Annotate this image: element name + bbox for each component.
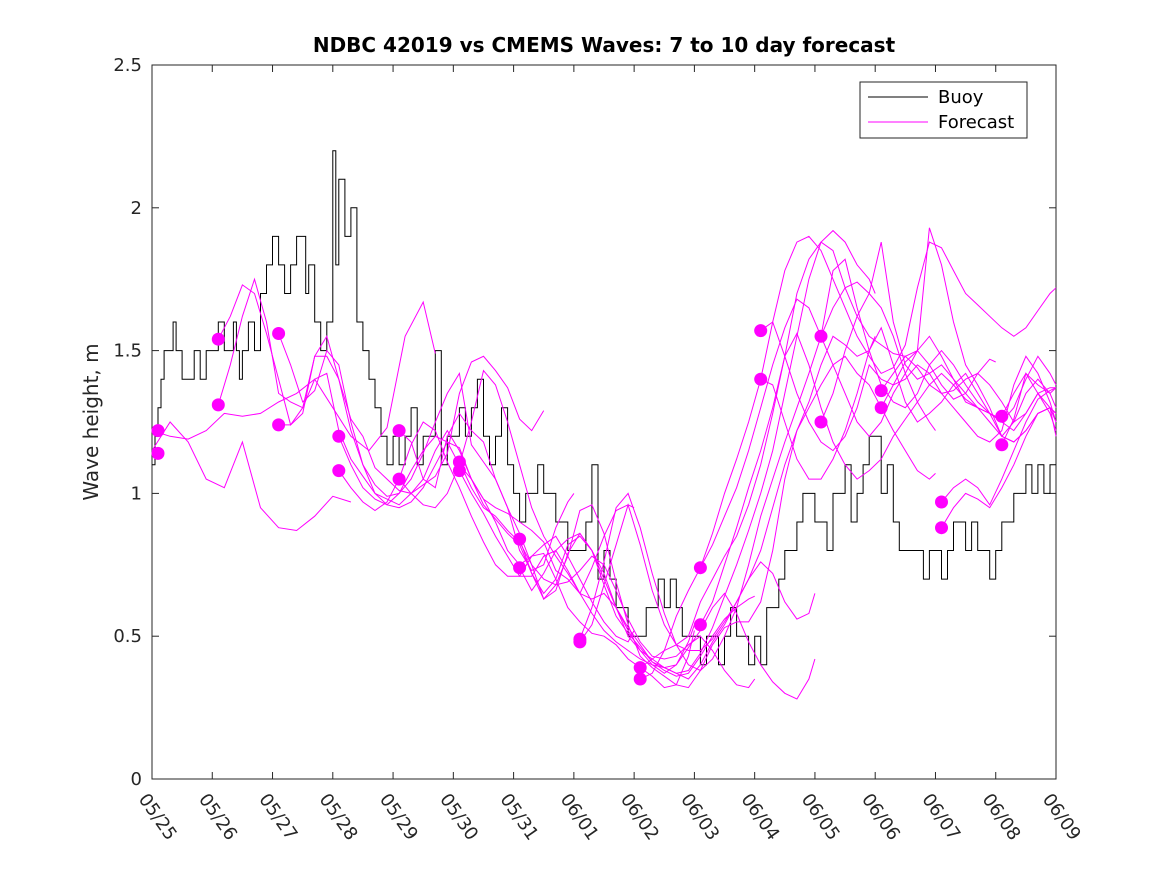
forecast-marker bbox=[392, 472, 406, 486]
legend-box bbox=[859, 81, 1028, 139]
y-tick-label: 0.5 bbox=[113, 626, 142, 647]
forecast-markers bbox=[151, 324, 1009, 686]
forecast-marker bbox=[573, 635, 587, 649]
y-axis-label: Wave height, m bbox=[79, 343, 103, 500]
forecast-line bbox=[1001, 372, 1057, 446]
forecast-marker bbox=[513, 532, 527, 546]
x-tick-label: 05/30 bbox=[435, 790, 482, 845]
forecast-marker bbox=[874, 401, 888, 415]
forecast-marker bbox=[754, 372, 768, 386]
forecast-marker bbox=[332, 464, 346, 478]
x-tick-label: 06/08 bbox=[978, 790, 1025, 845]
legend-forecast-label: Forecast bbox=[938, 112, 1014, 133]
x-tick-label: 05/27 bbox=[254, 790, 301, 845]
forecast-marker bbox=[332, 429, 346, 443]
x-tick-label: 05/26 bbox=[194, 790, 241, 845]
forecast-marker bbox=[814, 329, 828, 343]
x-tick-label: 05/29 bbox=[375, 790, 422, 845]
x-tick-label: 06/03 bbox=[676, 790, 723, 845]
legend-buoy-label: Buoy bbox=[938, 87, 984, 108]
forecast-marker bbox=[151, 424, 165, 438]
x-tick-label: 05/28 bbox=[315, 790, 362, 845]
x-tick-label: 06/06 bbox=[857, 790, 904, 845]
y-tick-label: 2 bbox=[131, 198, 142, 219]
forecast-line bbox=[941, 406, 1057, 528]
forecast-line bbox=[820, 241, 1057, 432]
y-tick-label: 0 bbox=[131, 769, 142, 790]
forecast-marker bbox=[211, 398, 225, 412]
forecast-line bbox=[278, 333, 635, 643]
forecast-line bbox=[579, 281, 936, 672]
forecast-line bbox=[151, 300, 436, 452]
x-tick-label: 06/07 bbox=[917, 790, 964, 845]
forecast-line bbox=[458, 470, 816, 680]
forecast-marker bbox=[995, 438, 1009, 452]
y-tick-label: 1.5 bbox=[113, 341, 142, 362]
x-tick-label: 06/09 bbox=[1038, 790, 1085, 845]
forecast-marker bbox=[995, 409, 1009, 423]
forecast-marker bbox=[935, 495, 948, 509]
forecast-line bbox=[880, 355, 1056, 423]
forecast-marker bbox=[693, 618, 707, 632]
forecast-marker bbox=[693, 561, 707, 575]
forecast-line bbox=[1001, 372, 1057, 417]
x-tick-label: 06/05 bbox=[797, 790, 844, 845]
plot-frame bbox=[151, 64, 1057, 780]
forecast-marker bbox=[392, 424, 406, 438]
chart-title: NDBC 42019 vs CMEMS Waves: 7 to 10 day f… bbox=[313, 33, 896, 57]
forecast-marker bbox=[874, 384, 888, 398]
y-tick-label: 2.5 bbox=[113, 55, 142, 76]
y-axis-ticks: 0 0.5 1 1.5 2 2.5 bbox=[113, 55, 1056, 790]
x-tick-label: 06/02 bbox=[616, 790, 663, 845]
x-tick-label: 05/25 bbox=[134, 790, 181, 845]
forecast-marker bbox=[935, 521, 948, 535]
forecast-marker bbox=[633, 672, 647, 686]
forecast-marker bbox=[272, 327, 286, 340]
forecast-line bbox=[398, 412, 756, 689]
forecast-line bbox=[639, 241, 996, 669]
forecast-marker bbox=[814, 415, 828, 429]
legend: Buoy Forecast bbox=[859, 81, 1028, 139]
x-tick-label: 05/31 bbox=[496, 790, 543, 845]
forecast-marker bbox=[151, 446, 165, 460]
forecast-marker bbox=[211, 332, 225, 346]
x-tick-label: 06/04 bbox=[737, 790, 784, 845]
forecast-line bbox=[880, 227, 1057, 443]
forecast-marker bbox=[272, 418, 286, 432]
forecast-line bbox=[941, 387, 1057, 506]
forecast-marker bbox=[754, 324, 768, 338]
forecast-marker bbox=[633, 661, 647, 675]
plot-area: 0 0.5 1 1.5 2 2.5 05/25 05/26 05/27 05/28 05/29 05… bbox=[113, 55, 1085, 844]
forecast-marker bbox=[513, 561, 527, 575]
x-tick-label: 06/01 bbox=[556, 790, 603, 845]
forecast-marker bbox=[452, 464, 466, 478]
y-tick-label: 1 bbox=[131, 483, 142, 504]
